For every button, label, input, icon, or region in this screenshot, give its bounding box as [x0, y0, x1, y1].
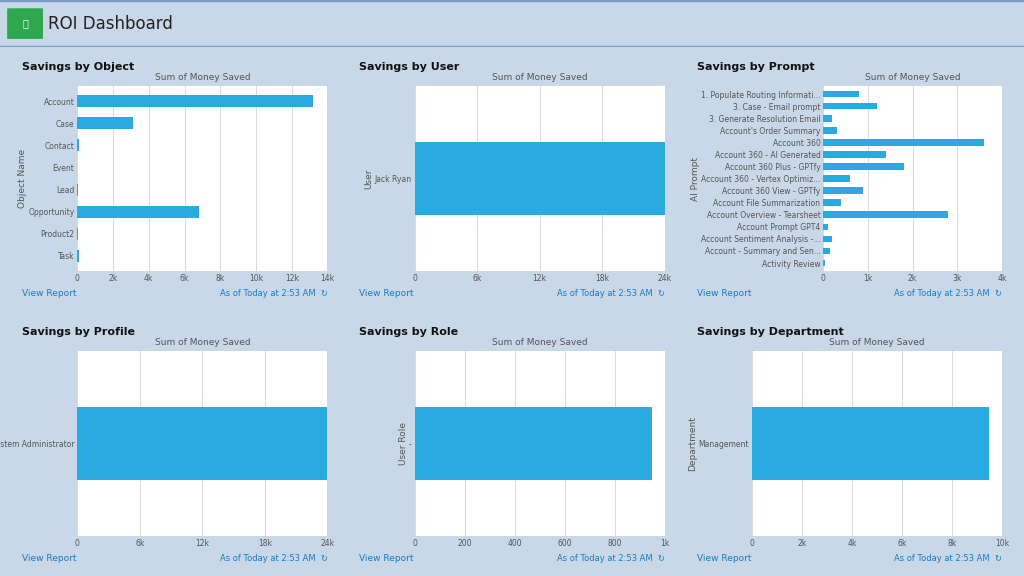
Bar	[823, 236, 833, 242]
Bar	[823, 139, 984, 146]
Bar	[415, 142, 665, 215]
Text: 🔒: 🔒	[23, 18, 28, 29]
Y-axis label: User: User	[365, 168, 374, 189]
Text: View Report: View Report	[696, 289, 751, 298]
Title: Sum of Money Saved: Sum of Money Saved	[155, 338, 250, 347]
Text: As of Today at 2:53 AM  ↻: As of Today at 2:53 AM ↻	[557, 554, 665, 563]
Bar	[823, 187, 863, 194]
Text: View Report: View Report	[359, 554, 414, 563]
Text: As of Today at 2:53 AM  ↻: As of Today at 2:53 AM ↻	[219, 554, 328, 563]
Bar	[77, 139, 79, 151]
Title: Sum of Money Saved: Sum of Money Saved	[829, 338, 925, 347]
Text: Savings by Department: Savings by Department	[696, 327, 843, 337]
Bar	[823, 163, 903, 170]
Bar	[415, 407, 652, 480]
Bar	[77, 407, 328, 480]
Bar	[823, 151, 886, 158]
Text: ROI Dashboard: ROI Dashboard	[48, 14, 173, 33]
Text: Savings by Role: Savings by Role	[359, 327, 459, 337]
Bar	[823, 115, 833, 122]
Text: As of Today at 2:53 AM  ↻: As of Today at 2:53 AM ↻	[219, 289, 328, 298]
Y-axis label: Object Name: Object Name	[18, 149, 28, 208]
Text: Savings by User: Savings by User	[359, 62, 460, 72]
Text: As of Today at 2:53 AM  ↻: As of Today at 2:53 AM ↻	[894, 554, 1001, 563]
Bar	[823, 91, 859, 97]
Text: Savings by Prompt: Savings by Prompt	[696, 62, 814, 72]
Bar	[77, 117, 133, 130]
Title: Sum of Money Saved: Sum of Money Saved	[155, 73, 250, 82]
Bar	[77, 250, 80, 262]
Bar	[752, 407, 989, 480]
Bar	[77, 206, 199, 218]
Title: Sum of Money Saved: Sum of Money Saved	[492, 338, 588, 347]
Bar	[823, 103, 877, 109]
Bar	[77, 95, 313, 107]
Title: Sum of Money Saved: Sum of Money Saved	[865, 73, 961, 82]
Text: View Report: View Report	[23, 289, 77, 298]
Title: Sum of Money Saved: Sum of Money Saved	[492, 73, 588, 82]
Text: View Report: View Report	[359, 289, 414, 298]
Y-axis label: Department: Department	[688, 416, 697, 471]
Bar	[823, 223, 827, 230]
FancyBboxPatch shape	[7, 8, 43, 39]
Text: As of Today at 2:53 AM  ↻: As of Today at 2:53 AM ↻	[894, 289, 1001, 298]
Bar	[823, 260, 825, 266]
Bar	[823, 248, 829, 254]
Y-axis label: AI Prompt: AI Prompt	[691, 157, 699, 200]
Text: Savings by Object: Savings by Object	[23, 62, 134, 72]
Text: Savings by Profile: Savings by Profile	[23, 327, 135, 337]
Text: As of Today at 2:53 AM  ↻: As of Today at 2:53 AM ↻	[557, 289, 665, 298]
Bar	[823, 199, 841, 206]
Text: View Report: View Report	[23, 554, 77, 563]
Text: View Report: View Report	[696, 554, 751, 563]
Bar	[823, 211, 948, 218]
Bar	[823, 127, 837, 134]
Bar	[823, 175, 850, 182]
Y-axis label: User Role: User Role	[399, 422, 408, 465]
